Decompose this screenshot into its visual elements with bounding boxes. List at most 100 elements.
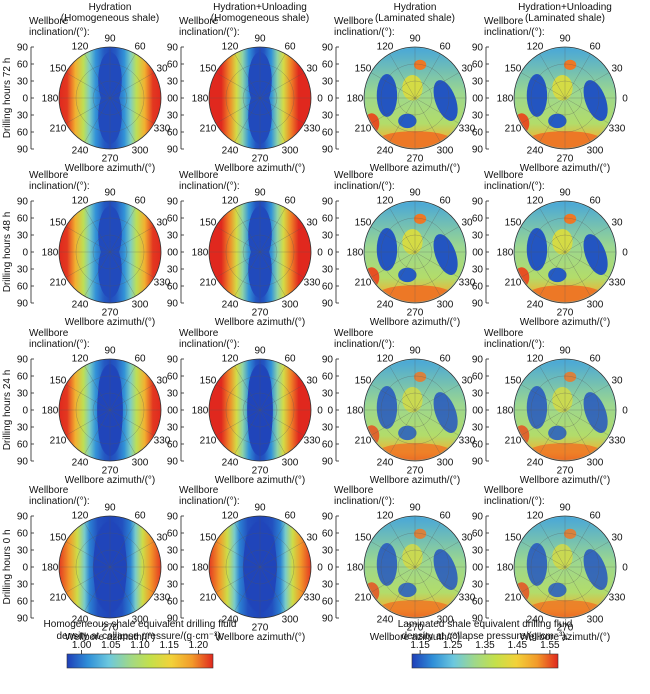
colorbar-title: Homogeneous shale equivalent drilling fl… — [44, 619, 237, 630]
azimuth-tick-label: 30 — [156, 64, 168, 75]
azimuth-tick-label: 150 — [200, 533, 217, 544]
contour-blob — [548, 425, 567, 441]
azimuth-tick-label: 0 — [167, 94, 173, 105]
inclination-tick-label: 90 — [167, 457, 179, 468]
azimuth-tick-label: 330 — [609, 593, 626, 604]
inclination-tick-label: 90 — [167, 355, 179, 366]
azimuth-label: Wellbore azimuth/(°) — [370, 475, 461, 486]
inclination-tick-label: 30 — [322, 580, 334, 591]
azimuth-label: Wellbore azimuth/(°) — [520, 163, 611, 174]
grid-spoke — [564, 365, 591, 411]
azimuth-label: Wellbore azimuth/(°) — [370, 632, 461, 643]
inclination-tick-label: 0 — [172, 563, 178, 574]
azimuth-tick-label: 90 — [409, 188, 421, 199]
azimuth-tick-label: 180 — [497, 248, 514, 259]
polar-outline — [363, 515, 467, 619]
azimuth-tick-label: 60 — [439, 511, 451, 522]
grid-spoke — [215, 251, 261, 278]
column-header-sub-2: (Homogeneous shale) — [211, 13, 309, 24]
azimuth-tick-label: 300 — [132, 146, 149, 157]
polar-panel-r1-c4: 0306090120150180210240270300330906030030… — [472, 16, 628, 174]
azimuth-tick-label: 30 — [156, 533, 168, 544]
inclination-axis: 90 60 30 0 30 60 90 — [472, 43, 489, 156]
grid-spoke — [389, 207, 416, 253]
inclination-axis: 90 60 30 0 30 60 90 — [167, 355, 184, 468]
azimuth-tick-label: 60 — [439, 42, 451, 53]
grid-spoke — [370, 226, 416, 253]
azimuth-tick-label: 210 — [355, 436, 372, 447]
contour-blob — [552, 75, 573, 101]
azimuth-tick-label: 0 — [167, 406, 173, 417]
colorbar-1: Homogeneous shale equivalent drilling fl… — [44, 619, 237, 669]
grid-spoke — [539, 409, 566, 455]
grid-spoke — [564, 72, 610, 99]
inclination-tick-label: 60 — [167, 128, 179, 139]
inclination-tick-label: 0 — [22, 406, 28, 417]
grid-spoke — [215, 541, 261, 568]
colorbar-tick-label: 1.15 — [159, 640, 179, 651]
grid-spoke — [539, 251, 566, 297]
grid-spoke — [389, 53, 416, 99]
azimuth-tick-label: 240 — [72, 146, 89, 157]
inclination-tick-label: 30 — [472, 111, 484, 122]
grid-spoke — [520, 226, 566, 253]
polar-panel-r3-c2: 0306090120150180210240270300330906030030… — [167, 328, 323, 486]
grid-spoke — [234, 566, 261, 612]
azimuth-tick-label: 120 — [72, 42, 89, 53]
inclination-tick-label: 60 — [472, 282, 484, 293]
inclination-tick-label: 90 — [472, 43, 484, 54]
grid-spoke — [414, 226, 460, 253]
grid-spoke — [520, 409, 566, 436]
grid-spoke — [109, 566, 136, 612]
azimuth-tick-label: 240 — [222, 300, 239, 311]
inclination-label: Wellbore — [29, 328, 69, 339]
colorbar-title: Laminated shale equivalent drilling flui… — [398, 619, 573, 630]
inclination-tick-label: 90 — [17, 43, 29, 54]
azimuth-tick-label: 240 — [72, 300, 89, 311]
grid-spoke — [564, 566, 610, 593]
azimuth-tick-label: 30 — [306, 533, 318, 544]
azimuth-tick-label: 60 — [134, 511, 146, 522]
azimuth-tick-label: 120 — [222, 354, 239, 365]
azimuth-label: Wellbore azimuth/(°) — [215, 475, 306, 486]
contour-blob — [402, 75, 423, 101]
inclination-axis: 90 60 30 0 30 60 90 — [17, 197, 34, 310]
azimuth-label: Wellbore azimuth/(°) — [370, 163, 461, 174]
inclination-tick-label: 90 — [472, 512, 484, 523]
grid-spoke — [259, 365, 286, 411]
column-header-4: Hydration+Unloading — [518, 2, 612, 13]
contour-blob — [413, 528, 427, 539]
inclination-tick-label: 90 — [167, 299, 179, 310]
inclination-label-unit: inclination/(°): — [334, 27, 395, 38]
colorbar-title-unit: density at collapse pressure/(g·cm⁻³): — [56, 631, 223, 642]
azimuth-tick-label: 150 — [50, 533, 67, 544]
inclination-label-unit: inclination/(°): — [179, 27, 240, 38]
inclination-tick-label: 0 — [172, 248, 178, 259]
contour-blob — [398, 425, 417, 441]
inclination-tick-label: 30 — [167, 546, 179, 557]
inclination-tick-label: 30 — [472, 231, 484, 242]
azimuth-tick-label: 0 — [167, 563, 173, 574]
azimuth-label: Wellbore azimuth/(°) — [520, 475, 611, 486]
azimuth-tick-label: 240 — [72, 458, 89, 469]
inclination-tick-label: 90 — [17, 512, 29, 523]
azimuth-tick-label: 330 — [304, 593, 321, 604]
azimuth-tick-label: 120 — [72, 196, 89, 207]
inclination-label: Wellbore — [484, 16, 524, 27]
azimuth-tick-label: 300 — [587, 146, 604, 157]
grid-spoke — [520, 251, 566, 278]
azimuth-tick-label: 240 — [527, 146, 544, 157]
azimuth-tick-label: 270 — [102, 154, 119, 165]
grid-spoke — [109, 541, 155, 568]
grid-spoke — [109, 207, 136, 253]
azimuth-tick-label: 270 — [102, 466, 119, 477]
grid-spoke — [234, 97, 261, 143]
azimuth-tick-label: 150 — [200, 376, 217, 387]
inclination-tick-label: 90 — [167, 614, 179, 625]
grid-spoke — [109, 53, 136, 99]
contour-blob — [552, 387, 573, 413]
grid-spoke — [520, 97, 566, 124]
inclination-axis: 90 60 30 0 30 60 90 — [17, 355, 34, 468]
colorbar-swatch — [66, 653, 214, 669]
grid-spoke — [259, 566, 286, 612]
